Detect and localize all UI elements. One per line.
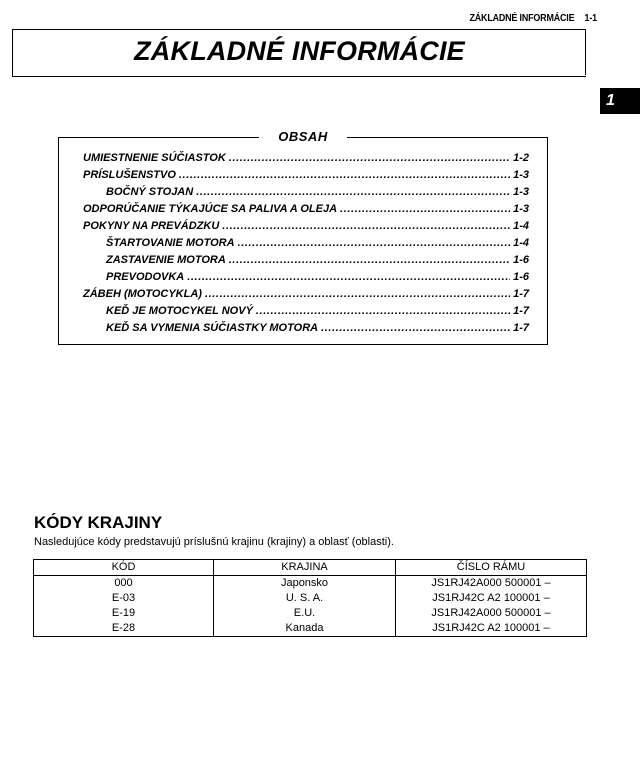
toc-item-label: POKYNY NA PREVÁDZKU [83, 220, 220, 232]
toc-item-page: 1-3 [513, 169, 529, 181]
toc-leader-dots [179, 168, 510, 182]
toc-item-label: ŠTARTOVANIE MOTORA [106, 237, 235, 249]
table-row: E-19 E.U. JS1RJ42A000 500001 – [33, 606, 587, 621]
toc-item-page: 1-6 [513, 254, 529, 266]
toc-leader-dots [196, 185, 510, 199]
toc-item-label: ZASTAVENIE MOTORA [106, 254, 226, 266]
toc-border-right [347, 137, 547, 138]
table-cell: JS1RJ42C A2 100001 – [395, 621, 587, 637]
table-cell: JS1RJ42C A2 100001 – [395, 591, 587, 606]
toc-item-label: BOČNÝ STOJAN [106, 186, 194, 198]
running-header-title: ZÁKLADNÉ INFORMÁCIE [469, 12, 575, 24]
section-description: Nasledujúce kódy predstavujú príslušnú k… [34, 536, 394, 548]
toc-leader-dots [238, 236, 511, 250]
toc-item-label: PREVODOVKA [106, 271, 185, 283]
table-cell: Japonsko [213, 575, 396, 591]
toc-item-label: PRÍSLUŠENSTVO [83, 169, 176, 181]
toc-item[interactable]: ŠTARTOVANIE MOTORA 1-4 [106, 236, 529, 250]
table-cell: E-19 [33, 606, 214, 621]
toc-item-page: 1-4 [513, 237, 529, 249]
table-cell: E-28 [33, 621, 214, 637]
toc-leader-dots [340, 202, 510, 216]
toc-title: OBSAH [278, 129, 328, 144]
toc-item[interactable]: ODPORÚČANIE TÝKAJÚCE SA PALIVA A OLEJA 1-… [83, 202, 529, 216]
toc-item[interactable]: KEĎ JE MOTOCYKEL NOVÝ 1-7 [106, 304, 529, 318]
toc-item-page: 1-6 [513, 271, 529, 283]
toc-item-label: ZÁBEH (MOTOCYKLA) [83, 288, 202, 300]
toc-item[interactable]: POKYNY NA PREVÁDZKU 1-4 [83, 219, 529, 233]
running-header-page: 1-1 [584, 12, 598, 24]
toc-item[interactable]: PREVODOVKA 1-6 [106, 270, 529, 284]
toc-item-page: 1-3 [513, 203, 529, 215]
table-row: E-03 U. S. A. JS1RJ42C A2 100001 – [33, 591, 587, 606]
toc-item-label: ODPORÚČANIE TÝKAJÚCE SA PALIVA A OLEJA [83, 203, 338, 215]
column-header: ČÍSLO RÁMU [395, 559, 587, 576]
table-cell: U. S. A. [213, 591, 396, 606]
running-header: ZÁKLADNÉ INFORMÁCIE 1-1 [469, 12, 598, 24]
table-cell: JS1RJ42A000 500001 – [395, 606, 587, 621]
table-row: 000 Japonsko JS1RJ42A000 500001 – [33, 575, 587, 591]
toc-item-label: UMIESTNENIE SÚČIASTOK [83, 152, 226, 164]
toc-leader-dots [256, 304, 510, 318]
toc-leader-dots [222, 219, 510, 233]
toc-item-page: 1-7 [513, 288, 529, 300]
toc-item[interactable]: ZÁBEH (MOTOCYKLA) 1-7 [83, 287, 529, 301]
toc-item[interactable]: ZASTAVENIE MOTORA 1-6 [106, 253, 529, 267]
country-codes-table: KÓD KRAJINA ČÍSLO RÁMU 000 Japonsko JS1RJ4… [33, 559, 587, 637]
toc-leader-dots [229, 253, 510, 267]
toc-item-page: 1-3 [513, 186, 529, 198]
toc-leader-dots [187, 270, 510, 284]
toc-item[interactable]: PRÍSLUŠENSTVO 1-3 [83, 168, 529, 182]
toc-item[interactable]: KEĎ SA VYMENIA SÚČIASTKY MOTORA 1-7 [106, 321, 529, 335]
table-cell: E-03 [33, 591, 214, 606]
toc-item[interactable]: BOČNÝ STOJAN 1-3 [106, 185, 529, 199]
table-cell: Kanada [213, 621, 396, 637]
table-row: E-28 Kanada JS1RJ42C A2 100001 – [33, 621, 587, 637]
section-heading: KÓDY KRAJINY [34, 513, 163, 532]
column-header: KRAJINA [213, 559, 396, 576]
toc-item-page: 1-7 [513, 305, 529, 317]
toc-item-page: 1-4 [513, 220, 529, 232]
toc-item-label: KEĎ SA VYMENIA SÚČIASTKY MOTORA [106, 322, 319, 334]
toc-border-left [59, 137, 259, 138]
title-box: ZÁKLADNÉ INFORMÁCIE [12, 29, 586, 77]
table-cell: 000 [33, 575, 214, 591]
toc-leader-dots [229, 151, 510, 165]
toc-leader-dots [205, 287, 510, 301]
toc-item-label: KEĎ JE MOTOCYKEL NOVÝ [106, 305, 253, 317]
page-title: ZÁKLADNÉ INFORMÁCIE [134, 36, 465, 66]
table-header-row: KÓD KRAJINA ČÍSLO RÁMU [33, 559, 587, 576]
chapter-tab: 1 [600, 88, 640, 114]
table-cell: E.U. [213, 606, 396, 621]
toc-leader-dots [321, 321, 510, 335]
toc-item-page: 1-7 [513, 322, 529, 334]
table-cell: JS1RJ42A000 500001 – [395, 575, 587, 591]
toc-item[interactable]: UMIESTNENIE SÚČIASTOK 1-2 [83, 151, 529, 165]
table-of-contents: OBSAH UMIESTNENIE SÚČIASTOK 1-2 PRÍSLUŠENS… [58, 129, 548, 345]
toc-item-page: 1-2 [513, 152, 529, 164]
column-header: KÓD [33, 559, 214, 576]
